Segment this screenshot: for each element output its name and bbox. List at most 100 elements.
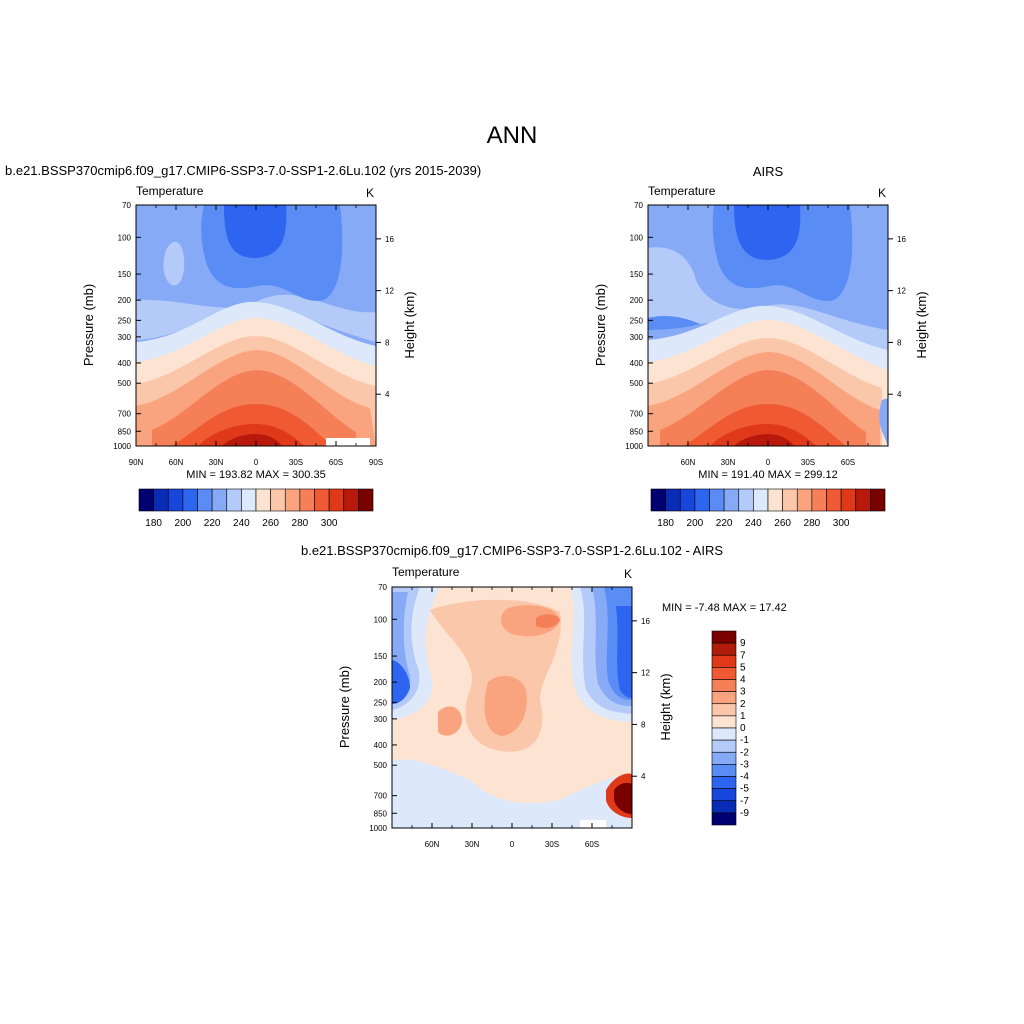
- colorbar-label: 240: [233, 518, 250, 529]
- pressure-tick-label: 1000: [113, 442, 131, 451]
- colorbar-box: [840, 488, 857, 512]
- variable-label: Temperature: [136, 184, 204, 198]
- height-axis: 4 8 12 16: [632, 617, 650, 781]
- pressure-tick-label: 100: [630, 233, 644, 242]
- contour-cold-tropopause-inner: [224, 205, 287, 258]
- height-tick-label: 4: [897, 390, 902, 399]
- colorbar-label: 260: [774, 518, 791, 529]
- colorbar-label: -9: [740, 808, 749, 819]
- colorbar-label: -5: [740, 784, 749, 795]
- contour-warm-core-2: [500, 605, 560, 637]
- colorbar-box: [270, 488, 286, 512]
- colorbar-label: 0: [740, 723, 746, 734]
- colorbar-box: [197, 488, 213, 512]
- colorbar: 180 200 220 240 260 280 300: [138, 488, 374, 529]
- colorbar-label: 180: [145, 518, 162, 529]
- height-tick-label: 16: [641, 617, 650, 626]
- lat-tick-label: 30N: [209, 458, 224, 467]
- colorbar-label: 200: [687, 518, 704, 529]
- lat-tick-label: 0: [510, 840, 515, 849]
- pressure-tick-label: 1000: [369, 824, 387, 833]
- colorbar-label: 4: [740, 675, 746, 686]
- pressure-tick-label: 70: [378, 583, 387, 592]
- height-tick-label: 16: [385, 235, 394, 244]
- colorbar-label: 300: [321, 518, 338, 529]
- colorbar-label: 3: [740, 687, 746, 698]
- colorbar-box: [855, 488, 871, 512]
- colorbar-box: [711, 727, 737, 741]
- height-tick-label: 4: [385, 390, 390, 399]
- y-axis-label-right: Height (km): [914, 291, 929, 358]
- colorbar-box: [767, 488, 783, 512]
- colorbar-box: [826, 488, 842, 512]
- pressure-tick-label: 850: [118, 427, 132, 436]
- height-tick-label: 8: [641, 720, 646, 729]
- pressure-tick-label: 700: [630, 410, 644, 419]
- contour-left-cold-4: [392, 660, 410, 704]
- contour-lower-cool: [392, 759, 632, 828]
- colorbar-box: [358, 488, 374, 512]
- colorbar-label: 5: [740, 662, 746, 673]
- lat-tick-label: 60S: [329, 458, 343, 467]
- contour-upper-lobe: [648, 247, 888, 350]
- model-temperature-panel: b.e21.BSSP370cmip6.f09_g17.CMIP6-SSP3-7.…: [5, 163, 481, 529]
- pressure-tick-label: 100: [374, 615, 388, 624]
- colorbar-label: 280: [804, 518, 821, 529]
- pressure-tick-label: 850: [374, 809, 388, 818]
- pressure-tick-label: 250: [118, 316, 132, 325]
- pressure-tick-label: 150: [630, 270, 644, 279]
- colorbar-label: 9: [740, 638, 746, 649]
- colorbar-box: [299, 488, 315, 512]
- lat-tick-label: 0: [766, 458, 771, 467]
- y-axis-label-right: Height (km): [402, 291, 417, 358]
- pressure-tick-label: 400: [630, 359, 644, 368]
- pressure-axis: 70 100 150 200 250 300 400 500 700 850 1000: [113, 201, 141, 451]
- colorbar-box: [711, 703, 737, 717]
- height-tick-label: 8: [897, 338, 902, 347]
- lat-tick-label: 90S: [369, 458, 383, 467]
- colorbar-box: [711, 776, 737, 789]
- missing-data-patch: [580, 820, 606, 828]
- case-title: b.e21.BSSP370cmip6.f09_g17.CMIP6-SSP3-7.…: [5, 163, 481, 178]
- colorbar-box: [314, 488, 330, 512]
- colorbar-box: [711, 630, 737, 644]
- variable-label: Temperature: [392, 565, 460, 579]
- lat-tick-label: 60N: [681, 458, 696, 467]
- pressure-axis: 70 100 150 200 250 300 400 500 700 850 1000: [369, 583, 397, 833]
- pressure-tick-label: 200: [374, 678, 388, 687]
- height-tick-label: 12: [897, 287, 906, 296]
- pressure-tick-label: 100: [118, 233, 132, 242]
- colorbar-box: [738, 488, 754, 512]
- colorbar-box: [711, 751, 737, 765]
- colorbar-label: 220: [716, 518, 733, 529]
- contour-left-blob: [163, 241, 185, 286]
- colorbar-box: [723, 488, 740, 512]
- pressure-tick-label: 150: [118, 270, 132, 279]
- latitude-axis: 60N 30N 0 30S 60S: [411, 587, 613, 849]
- min-max-stats: MIN = 191.40 MAX = 299.12: [698, 469, 837, 481]
- colorbar-label: 220: [204, 518, 221, 529]
- colorbar-box: [694, 488, 710, 512]
- contour-warm-left: [438, 706, 462, 736]
- contour-cold-tropopause-inner: [734, 205, 801, 260]
- colorbar-box: [284, 488, 301, 512]
- colorbar-label: -1: [740, 735, 749, 746]
- pressure-tick-label: 300: [374, 715, 388, 724]
- variable-label: Temperature: [648, 184, 716, 198]
- case-title: AIRS: [753, 164, 784, 179]
- pressure-tick-label: 500: [118, 379, 132, 388]
- pressure-tick-label: 150: [374, 652, 388, 661]
- colorbar-box: [870, 488, 886, 512]
- contour-310: [222, 434, 282, 446]
- contour-field: [648, 205, 888, 446]
- colorbar-box: [211, 488, 228, 512]
- pressure-tick-label: 300: [118, 333, 132, 342]
- colorbar-box: [711, 788, 737, 802]
- main-title: ANN: [487, 122, 538, 149]
- units-label: K: [878, 186, 886, 200]
- colorbar-box: [753, 488, 769, 512]
- y-axis-label: Pressure (mb): [593, 284, 608, 366]
- colorbar-box: [711, 691, 737, 705]
- pressure-tick-label: 700: [118, 410, 132, 419]
- lat-tick-label: 30S: [289, 458, 303, 467]
